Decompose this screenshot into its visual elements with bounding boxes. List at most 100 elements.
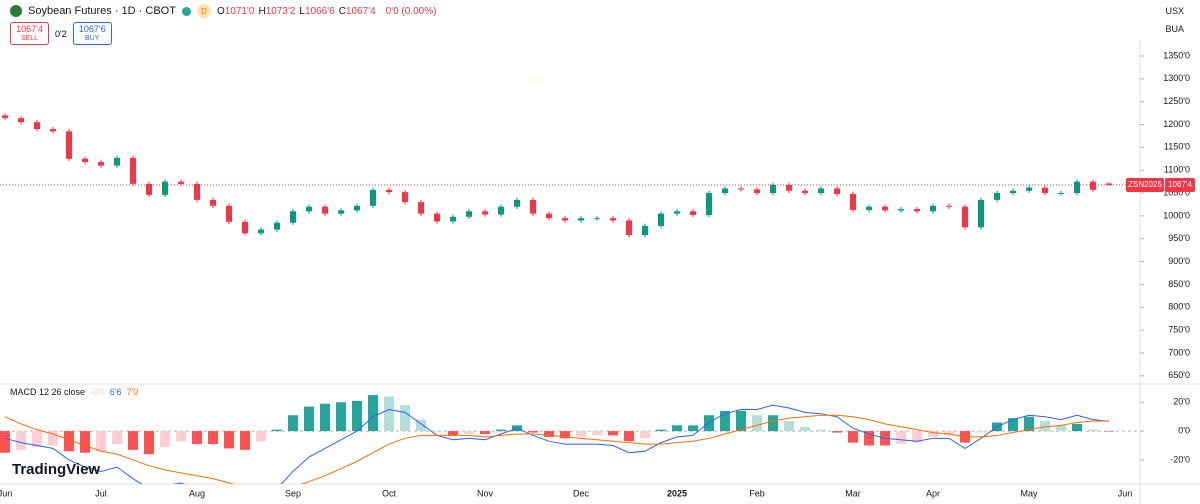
- histogram-bar: [304, 406, 314, 432]
- x-tick-label: Oct: [382, 488, 397, 498]
- y-tick-label: 700'0: [1168, 347, 1190, 357]
- candle-body: [722, 188, 728, 194]
- candle-body: [1026, 187, 1032, 191]
- currency[interactable]: USX: [1165, 6, 1184, 16]
- candle-body: [322, 206, 328, 214]
- x-tick-label: Nov: [477, 488, 494, 498]
- histogram-bar: [976, 431, 986, 433]
- ohlc-values: O1071'0 H1073'2 L1066'6 C1067'4: [217, 6, 380, 17]
- candle-body: [578, 218, 584, 221]
- symbol-title[interactable]: Soybean Futures · 1D · CBOT: [28, 5, 176, 17]
- candle-body: [434, 213, 440, 222]
- histogram-bar: [144, 431, 154, 455]
- histogram-bar: [48, 431, 58, 446]
- candle-body: [706, 193, 712, 215]
- candle-body: [98, 161, 104, 166]
- candle-body: [82, 158, 88, 162]
- histogram-bar: [656, 429, 666, 432]
- y-tick-label: 1250'0: [1163, 96, 1190, 106]
- candle-body: [370, 189, 376, 206]
- y-tick-label: 650'0: [1168, 370, 1190, 380]
- candle-body: [546, 213, 552, 219]
- buy-button[interactable]: 1067'6 BUY: [72, 22, 112, 45]
- histogram-bar: [864, 431, 874, 446]
- y-tick-label: 1350'0: [1163, 50, 1190, 60]
- candle-body: [1010, 190, 1016, 194]
- histogram-bar: [592, 431, 602, 436]
- candle-body: [946, 205, 952, 207]
- candle-body: [994, 193, 1000, 200]
- candle-body: [114, 157, 120, 166]
- y-tick-label: 800'0: [1168, 302, 1190, 312]
- x-tick-label: May: [1020, 488, 1038, 498]
- histogram-bar: [944, 431, 954, 436]
- histogram-bar: [416, 419, 426, 432]
- y-tick-label: 850'0: [1168, 279, 1190, 289]
- histogram-bar: [464, 431, 474, 434]
- candle-body: [610, 218, 616, 221]
- x-tick-label: 2025: [667, 488, 687, 498]
- histogram-bar: [576, 431, 586, 437]
- histogram-bar: [1104, 431, 1114, 432]
- candle-body: [418, 202, 424, 214]
- histogram-bar: [800, 426, 810, 432]
- data-badge: D: [196, 4, 211, 18]
- candle-body: [978, 199, 984, 228]
- candle-body: [1058, 193, 1064, 195]
- y-tick-label: 950'0: [1168, 233, 1190, 243]
- candle-body: [2, 115, 8, 119]
- y-tick-label: 900'0: [1168, 256, 1190, 266]
- candle-body: [306, 206, 312, 212]
- histogram-bar: [400, 405, 410, 432]
- y-tick-label: 1000'0: [1163, 210, 1190, 220]
- candle-body: [130, 157, 136, 184]
- candle-body: [674, 211, 680, 214]
- y-tick-label: 1150'0: [1164, 142, 1190, 152]
- candle-body: [930, 205, 936, 212]
- histogram-bar: [720, 410, 730, 432]
- y-tick-label: -20'0: [1170, 454, 1190, 464]
- histogram-bar: [368, 395, 378, 432]
- histogram-bar: [240, 431, 250, 450]
- candle-body: [242, 221, 248, 234]
- histogram-bar: [1040, 421, 1050, 432]
- symbol-tag: ZSN2025: [1128, 180, 1162, 189]
- sell-label: SELL: [20, 34, 39, 42]
- brand-logo[interactable]: TradingView: [12, 461, 101, 478]
- candle-body: [514, 199, 520, 207]
- candle-body: [962, 206, 968, 228]
- ohlc-value: 1067'4: [345, 5, 376, 17]
- candle-body: [642, 225, 648, 236]
- histogram-bar: [816, 429, 826, 432]
- histogram-bar: [688, 425, 698, 432]
- candle-body: [66, 131, 72, 159]
- ohlc-key: O: [216, 5, 225, 17]
- histogram-bar: [1008, 418, 1018, 432]
- trade-buttons: 1067'4 SELL 0'2 1067'6 BUY: [10, 22, 112, 45]
- candle-body: [690, 211, 696, 215]
- unit[interactable]: BUA: [1165, 24, 1184, 34]
- y-tick-label: 1050'0: [1163, 187, 1190, 197]
- ohlc-value: 1071'0: [224, 5, 255, 17]
- macd-signal-value: 7'0: [126, 387, 139, 397]
- histogram-bar: [528, 431, 538, 433]
- candle-body: [226, 205, 232, 222]
- candle-body: [1090, 181, 1096, 190]
- candle-body: [818, 188, 824, 194]
- candle-body: [626, 220, 632, 236]
- histogram-bar: [192, 431, 202, 445]
- candle-body: [898, 209, 904, 211]
- sell-button[interactable]: 1067'4 SELL: [10, 22, 49, 45]
- candle-body: [786, 184, 792, 191]
- histogram-bar: [64, 431, 74, 452]
- x-tick-label: Sep: [285, 488, 301, 498]
- ohlc-value: 1066'6: [304, 5, 335, 17]
- ohlc-value: 1073'2: [265, 5, 296, 17]
- candle-body: [1042, 187, 1048, 194]
- candle-body: [258, 229, 264, 234]
- candle-body: [738, 188, 744, 190]
- candle-body: [210, 199, 216, 206]
- candle-body: [866, 206, 872, 210]
- candle-body: [386, 189, 392, 193]
